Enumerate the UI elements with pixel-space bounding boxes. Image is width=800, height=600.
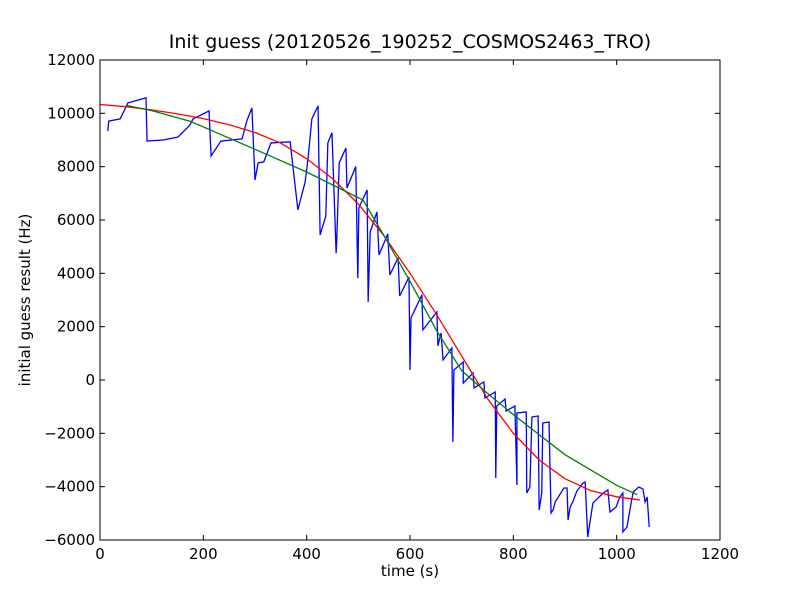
y-tick-label: 10000	[47, 104, 95, 122]
y-tick-label: 2000	[57, 318, 95, 336]
x-tick-label: 0	[95, 545, 105, 563]
x-tick-label: 200	[189, 545, 218, 563]
y-tick-label: 0	[85, 371, 95, 389]
x-axis-label: time (s)	[381, 562, 439, 580]
x-tick-label: 400	[292, 545, 321, 563]
y-tick-label: −2000	[44, 424, 95, 442]
y-tick-label: −6000	[44, 531, 95, 549]
series-line-piecewise	[125, 104, 638, 496]
x-tick-label: 1200	[701, 545, 739, 563]
y-tick-label: 12000	[47, 51, 95, 69]
x-tick-label: 800	[499, 545, 528, 563]
y-tick-label: 6000	[57, 211, 95, 229]
x-tick-label: 600	[396, 545, 425, 563]
series-line-measured	[107, 97, 650, 538]
y-tick-label: −4000	[44, 478, 95, 496]
chart-title: Init guess (20120526_190252_COSMOS2463_T…	[169, 31, 651, 53]
y-tick-label: 8000	[57, 158, 95, 176]
plot-frame	[99, 59, 721, 541]
x-tick-label: 1000	[598, 545, 636, 563]
series-line-fit	[100, 103, 641, 501]
y-tick-label: 4000	[57, 264, 95, 282]
y-axis-label: initial guess result (Hz)	[16, 214, 34, 387]
